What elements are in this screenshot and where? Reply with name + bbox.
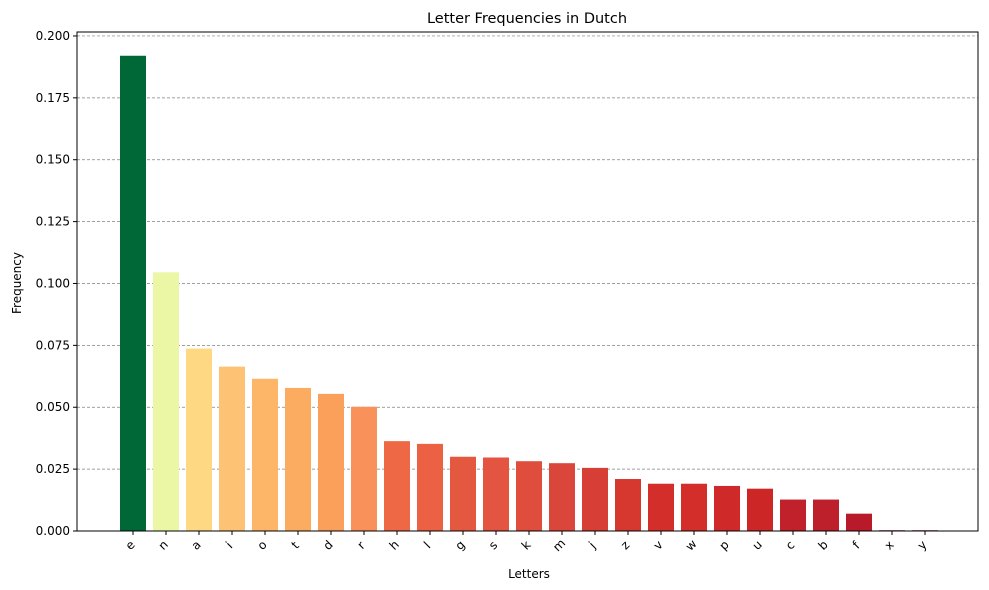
- y-tick-label: 0.050: [36, 400, 70, 414]
- y-tick-label: 0.025: [36, 462, 70, 476]
- x-tick-label-k: k: [519, 538, 534, 553]
- bar-g: [450, 456, 476, 531]
- y-tick-label: 0.175: [36, 91, 70, 105]
- gridlines: [77, 35, 978, 470]
- x-tick-label-r: r: [354, 538, 367, 551]
- x-tick-label-o: o: [255, 538, 270, 553]
- bar-u: [747, 488, 773, 531]
- bar-r: [351, 406, 377, 531]
- x-tick-label-w: w: [683, 537, 700, 554]
- x-tick-label-m: m: [550, 536, 568, 554]
- bar-k: [516, 461, 542, 531]
- x-tick-label-p: p: [717, 538, 732, 553]
- x-tick-label-t: t: [289, 538, 302, 551]
- y-axis: 0.000 0.025 0.050 0.075 0.100 0.125 0.150 0.175…: [36, 29, 77, 538]
- y-tick-label: 0.000: [36, 524, 70, 538]
- bar-s: [483, 457, 509, 531]
- bar-j: [582, 467, 608, 531]
- bar-z: [615, 479, 641, 531]
- x-tick-label-g: g: [453, 538, 468, 553]
- x-tick-label-x: x: [882, 538, 897, 553]
- bar-w: [681, 483, 707, 531]
- x-tick-label-y: y: [915, 538, 930, 553]
- x-tick-label-s: s: [486, 538, 500, 552]
- x-tick-label-v: v: [651, 538, 666, 553]
- x-tick-label-j: j: [585, 539, 598, 552]
- bar-m: [549, 463, 575, 531]
- y-tick-label: 0.075: [36, 338, 70, 352]
- x-axis-label: Letters: [508, 567, 550, 581]
- bar-d: [318, 393, 344, 531]
- bar-o: [252, 378, 278, 531]
- bar-f: [846, 513, 872, 531]
- x-tick-label-a: a: [189, 538, 204, 553]
- plot-frame: [76, 31, 979, 532]
- bars: [120, 55, 938, 532]
- bar-p: [714, 485, 740, 531]
- bar-v: [648, 483, 674, 531]
- bar-a: [186, 348, 212, 531]
- x-tick-label-e: e: [123, 538, 138, 553]
- x-tick-label-n: n: [156, 538, 171, 553]
- x-tick-label-l: l: [421, 539, 433, 551]
- y-tick-label: 0.100: [36, 276, 70, 290]
- x-tick-label-d: d: [321, 538, 336, 553]
- x-tick-label-f: f: [850, 538, 863, 551]
- x-tick-label-i: i: [223, 539, 235, 551]
- y-tick-label: 0.200: [36, 29, 70, 43]
- bar-t: [285, 387, 311, 531]
- x-tick-label-z: z: [618, 538, 632, 552]
- x-tick-label-u: u: [750, 538, 765, 553]
- bar-e: [120, 55, 146, 532]
- bar-b: [813, 499, 839, 531]
- bar-n: [153, 272, 179, 531]
- bar-i: [219, 366, 245, 531]
- bar-h: [384, 441, 410, 531]
- bar-c: [780, 499, 806, 531]
- y-tick-label: 0.125: [36, 215, 70, 229]
- x-tick-label-c: c: [783, 538, 798, 553]
- x-tick-label-b: b: [816, 538, 831, 553]
- y-tick-label: 0.150: [36, 153, 70, 167]
- y-axis-label: Frequency: [10, 252, 24, 314]
- x-tick-label-h: h: [387, 538, 402, 553]
- bar-l: [417, 443, 443, 531]
- chart-title: Letter Frequencies in Dutch: [427, 11, 627, 27]
